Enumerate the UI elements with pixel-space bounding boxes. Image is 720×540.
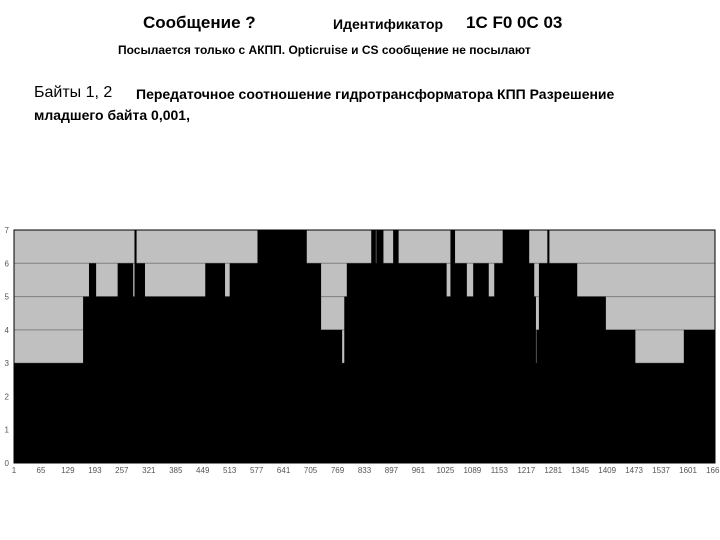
area-step (528, 263, 535, 463)
y-tick-label: 6 (5, 259, 10, 268)
area-step (95, 296, 119, 463)
x-tick-label: 193 (88, 466, 102, 475)
bytes-description-cont: младшего байта 0,001, (34, 107, 190, 123)
area-step (454, 263, 467, 463)
area-step (536, 329, 540, 463)
area-step (494, 263, 504, 463)
x-tick-label: 1473 (625, 466, 643, 475)
area-step (446, 296, 451, 463)
x-tick-label: 321 (142, 466, 156, 475)
area-step (83, 296, 90, 463)
x-tick-label: 129 (61, 466, 75, 475)
x-tick-label: 1217 (517, 466, 535, 475)
message-title: Сообщение ? (143, 13, 256, 32)
identifier-label: Идентификатор (333, 16, 444, 32)
x-tick-label: 385 (169, 466, 183, 475)
area-step (117, 263, 134, 463)
area-step (605, 329, 636, 463)
area-step (538, 263, 548, 463)
x-tick-label: 705 (304, 466, 318, 475)
x-tick-label: 1601 (679, 466, 697, 475)
area-step (473, 263, 489, 463)
bytes-label: Байты 1, 2 (34, 84, 113, 101)
area-step (257, 230, 307, 463)
area-step (450, 230, 456, 463)
area-step (144, 296, 206, 463)
area-step (576, 296, 584, 463)
y-tick-label: 0 (5, 459, 10, 468)
x-tick-label: 1025 (436, 466, 454, 475)
area-step (583, 296, 606, 463)
x-tick-label: 769 (331, 466, 345, 475)
x-tick-label: 1089 (463, 466, 481, 475)
identifier-value: 1C F0 0C 03 (466, 13, 563, 32)
y-tick-label: 4 (5, 326, 10, 335)
y-tick-label: 5 (5, 293, 10, 302)
x-tick-label: 577 (250, 466, 264, 475)
x-tick-label: 961 (412, 466, 426, 475)
y-tick-label: 3 (5, 359, 10, 368)
x-tick-label: 833 (358, 466, 372, 475)
area-step (136, 263, 145, 463)
area-step (344, 296, 348, 463)
area-step (132, 296, 135, 463)
area-step (549, 263, 578, 463)
area-step (306, 263, 322, 463)
y-tick-label: 1 (5, 426, 10, 435)
area-step (398, 263, 447, 463)
x-tick-label: 513 (223, 466, 237, 475)
area-step (683, 329, 693, 463)
area-step (205, 263, 226, 463)
x-tick-label: 1153 (491, 466, 509, 475)
area-step (692, 329, 716, 463)
area-step (229, 263, 258, 463)
area-step (371, 230, 376, 463)
area-step (14, 363, 84, 463)
x-tick-label: 1 (12, 466, 17, 475)
area-step (341, 363, 345, 463)
x-tick-label: 1281 (544, 466, 562, 475)
area-step (533, 296, 536, 463)
area-step (88, 263, 97, 463)
area-step (393, 230, 399, 463)
message-note: Посылается только с АКПП. Opticruise и C… (118, 43, 531, 57)
bytes-description: Передаточное соотношение гидротрансформа… (136, 86, 615, 102)
area-step (502, 230, 530, 463)
area-step (383, 263, 394, 463)
area-step (224, 296, 231, 463)
x-tick-label: 257 (115, 466, 129, 475)
x-tick-label: 897 (385, 466, 399, 475)
x-tick-label: 1537 (652, 466, 670, 475)
area-step (535, 363, 537, 463)
plot-border (13, 229, 716, 464)
x-tick-label: 449 (196, 466, 210, 475)
x-tick-label: 1409 (598, 466, 616, 475)
area-step (466, 296, 474, 463)
y-tick-label: 7 (5, 226, 10, 235)
area-step (547, 230, 550, 463)
area-step (375, 263, 377, 463)
y-tick-label: 2 (5, 392, 10, 401)
x-tick-label: 641 (277, 466, 291, 475)
area-step (134, 230, 137, 463)
area-step (346, 263, 372, 463)
area-step (376, 230, 384, 463)
area-step (488, 296, 495, 463)
x-tick-label: 1345 (571, 466, 589, 475)
area-step (634, 363, 685, 463)
x-tick-label: 1665 (706, 466, 720, 475)
x-tick-label: 65 (37, 466, 46, 475)
area-step (320, 329, 343, 463)
